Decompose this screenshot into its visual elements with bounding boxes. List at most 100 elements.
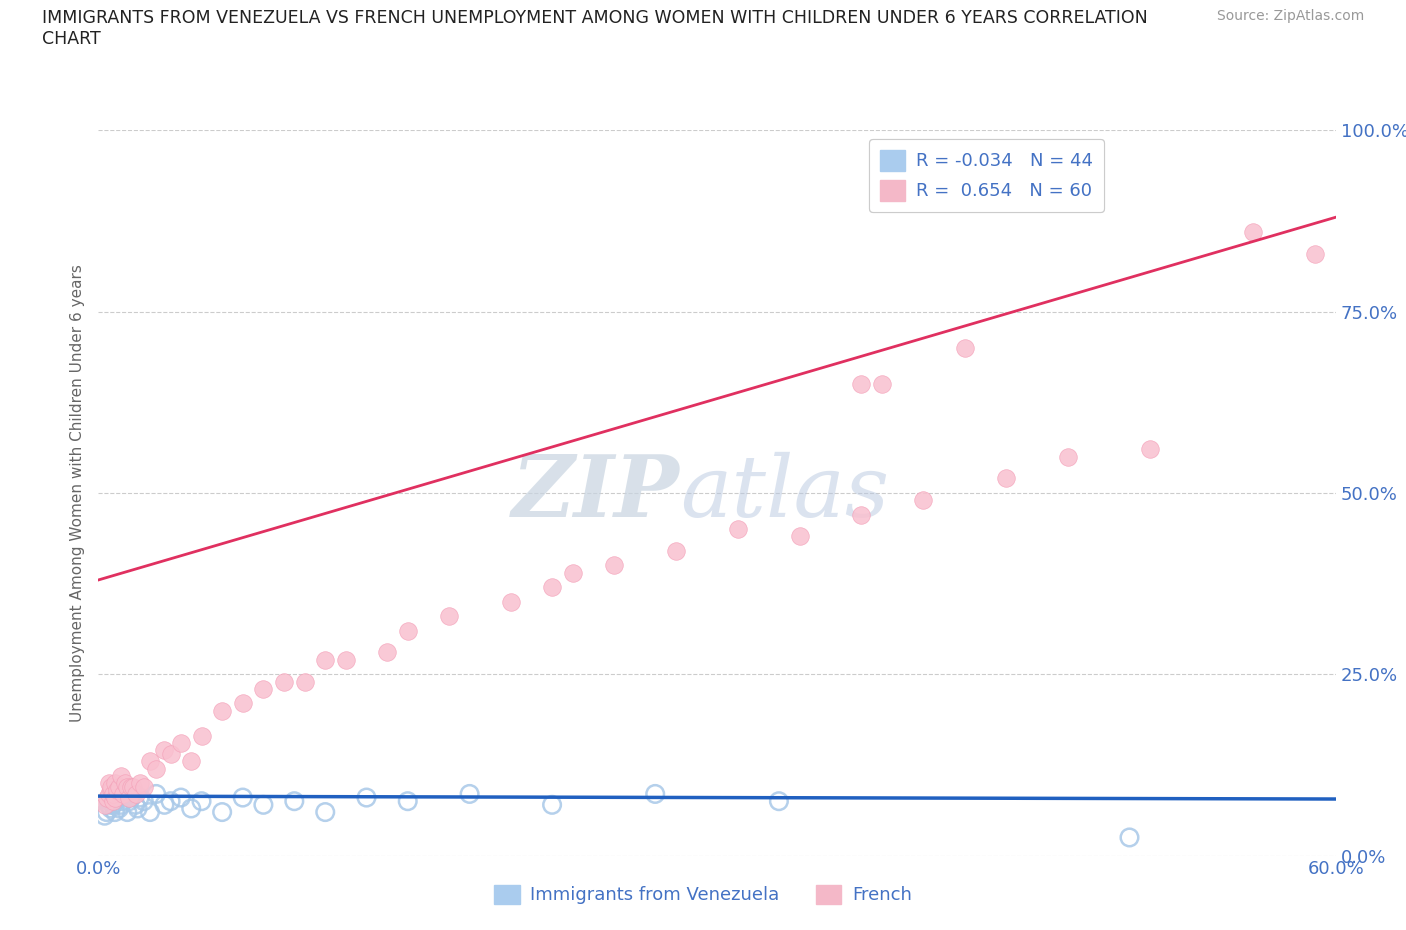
Point — [232, 790, 254, 805]
Point — [127, 801, 149, 816]
Point — [851, 507, 873, 522]
Legend: Immigrants from Venezuela, French: Immigrants from Venezuela, French — [486, 878, 920, 911]
Point — [851, 377, 873, 392]
Point — [96, 790, 118, 805]
Point — [104, 794, 127, 809]
Point — [541, 579, 564, 594]
Point — [170, 790, 193, 805]
Point — [128, 776, 150, 790]
Y-axis label: Unemployment Among Women with Children Under 6 years: Unemployment Among Women with Children U… — [69, 264, 84, 722]
Point — [105, 783, 128, 798]
Point — [112, 787, 135, 802]
Point — [97, 794, 120, 809]
Point — [108, 779, 131, 794]
Point — [499, 594, 522, 609]
Point — [97, 797, 120, 812]
Point — [101, 787, 124, 802]
Point — [117, 779, 139, 794]
Point — [294, 674, 316, 689]
Point — [132, 779, 155, 794]
Point — [120, 790, 142, 805]
Point — [139, 804, 162, 819]
Point — [870, 377, 893, 392]
Point — [128, 790, 150, 805]
Point — [100, 779, 122, 794]
Point — [211, 804, 233, 819]
Point — [170, 736, 193, 751]
Point — [561, 565, 583, 580]
Point — [232, 696, 254, 711]
Point — [145, 761, 167, 776]
Point — [104, 804, 127, 819]
Point — [101, 794, 124, 809]
Point — [1303, 246, 1326, 261]
Point — [1139, 442, 1161, 457]
Point — [93, 797, 115, 812]
Point — [252, 797, 274, 812]
Point — [727, 522, 749, 537]
Point — [396, 794, 419, 809]
Point — [252, 682, 274, 697]
Point — [356, 790, 378, 805]
Point — [912, 493, 935, 508]
Point — [375, 645, 398, 660]
Point — [145, 787, 167, 802]
Point — [1365, 377, 1388, 392]
Point — [122, 787, 145, 802]
Point — [100, 801, 122, 816]
Point — [541, 797, 564, 812]
Point — [644, 787, 666, 802]
Point — [118, 790, 141, 805]
Point — [104, 776, 127, 790]
Point — [789, 529, 811, 544]
Point — [603, 558, 626, 573]
Point — [396, 623, 419, 638]
Point — [139, 754, 162, 769]
Point — [665, 543, 688, 558]
Point — [104, 790, 127, 805]
Point — [124, 797, 146, 812]
Point — [159, 794, 181, 809]
Point — [108, 801, 131, 816]
Point — [132, 794, 155, 809]
Point — [124, 787, 146, 802]
Point — [101, 787, 124, 802]
Point — [93, 808, 115, 823]
Point — [114, 790, 136, 805]
Point — [120, 779, 142, 794]
Point — [180, 801, 202, 816]
Point — [118, 794, 141, 809]
Point — [953, 340, 976, 355]
Legend: R = -0.034   N = 44, R =  0.654   N = 60: R = -0.034 N = 44, R = 0.654 N = 60 — [869, 140, 1104, 212]
Point — [117, 804, 139, 819]
Point — [273, 674, 295, 689]
Point — [153, 743, 176, 758]
Point — [211, 703, 233, 718]
Point — [768, 794, 790, 809]
Point — [437, 609, 460, 624]
Point — [101, 797, 124, 812]
Point — [190, 794, 212, 809]
Point — [110, 768, 132, 783]
Text: atlas: atlas — [681, 452, 889, 534]
Point — [108, 787, 131, 802]
Point — [335, 652, 357, 667]
Point — [190, 728, 212, 743]
Point — [314, 804, 336, 819]
Point — [114, 776, 136, 790]
Point — [100, 783, 122, 798]
Point — [283, 794, 305, 809]
Point — [458, 787, 481, 802]
Text: Source: ZipAtlas.com: Source: ZipAtlas.com — [1216, 9, 1364, 23]
Point — [122, 779, 145, 794]
Text: ZIP: ZIP — [512, 451, 681, 535]
Point — [105, 790, 128, 805]
Point — [1365, 319, 1388, 334]
Point — [159, 747, 181, 762]
Point — [96, 804, 118, 819]
Point — [1118, 830, 1140, 844]
Point — [112, 794, 135, 809]
Point — [1056, 449, 1078, 464]
Point — [180, 754, 202, 769]
Point — [105, 783, 128, 798]
